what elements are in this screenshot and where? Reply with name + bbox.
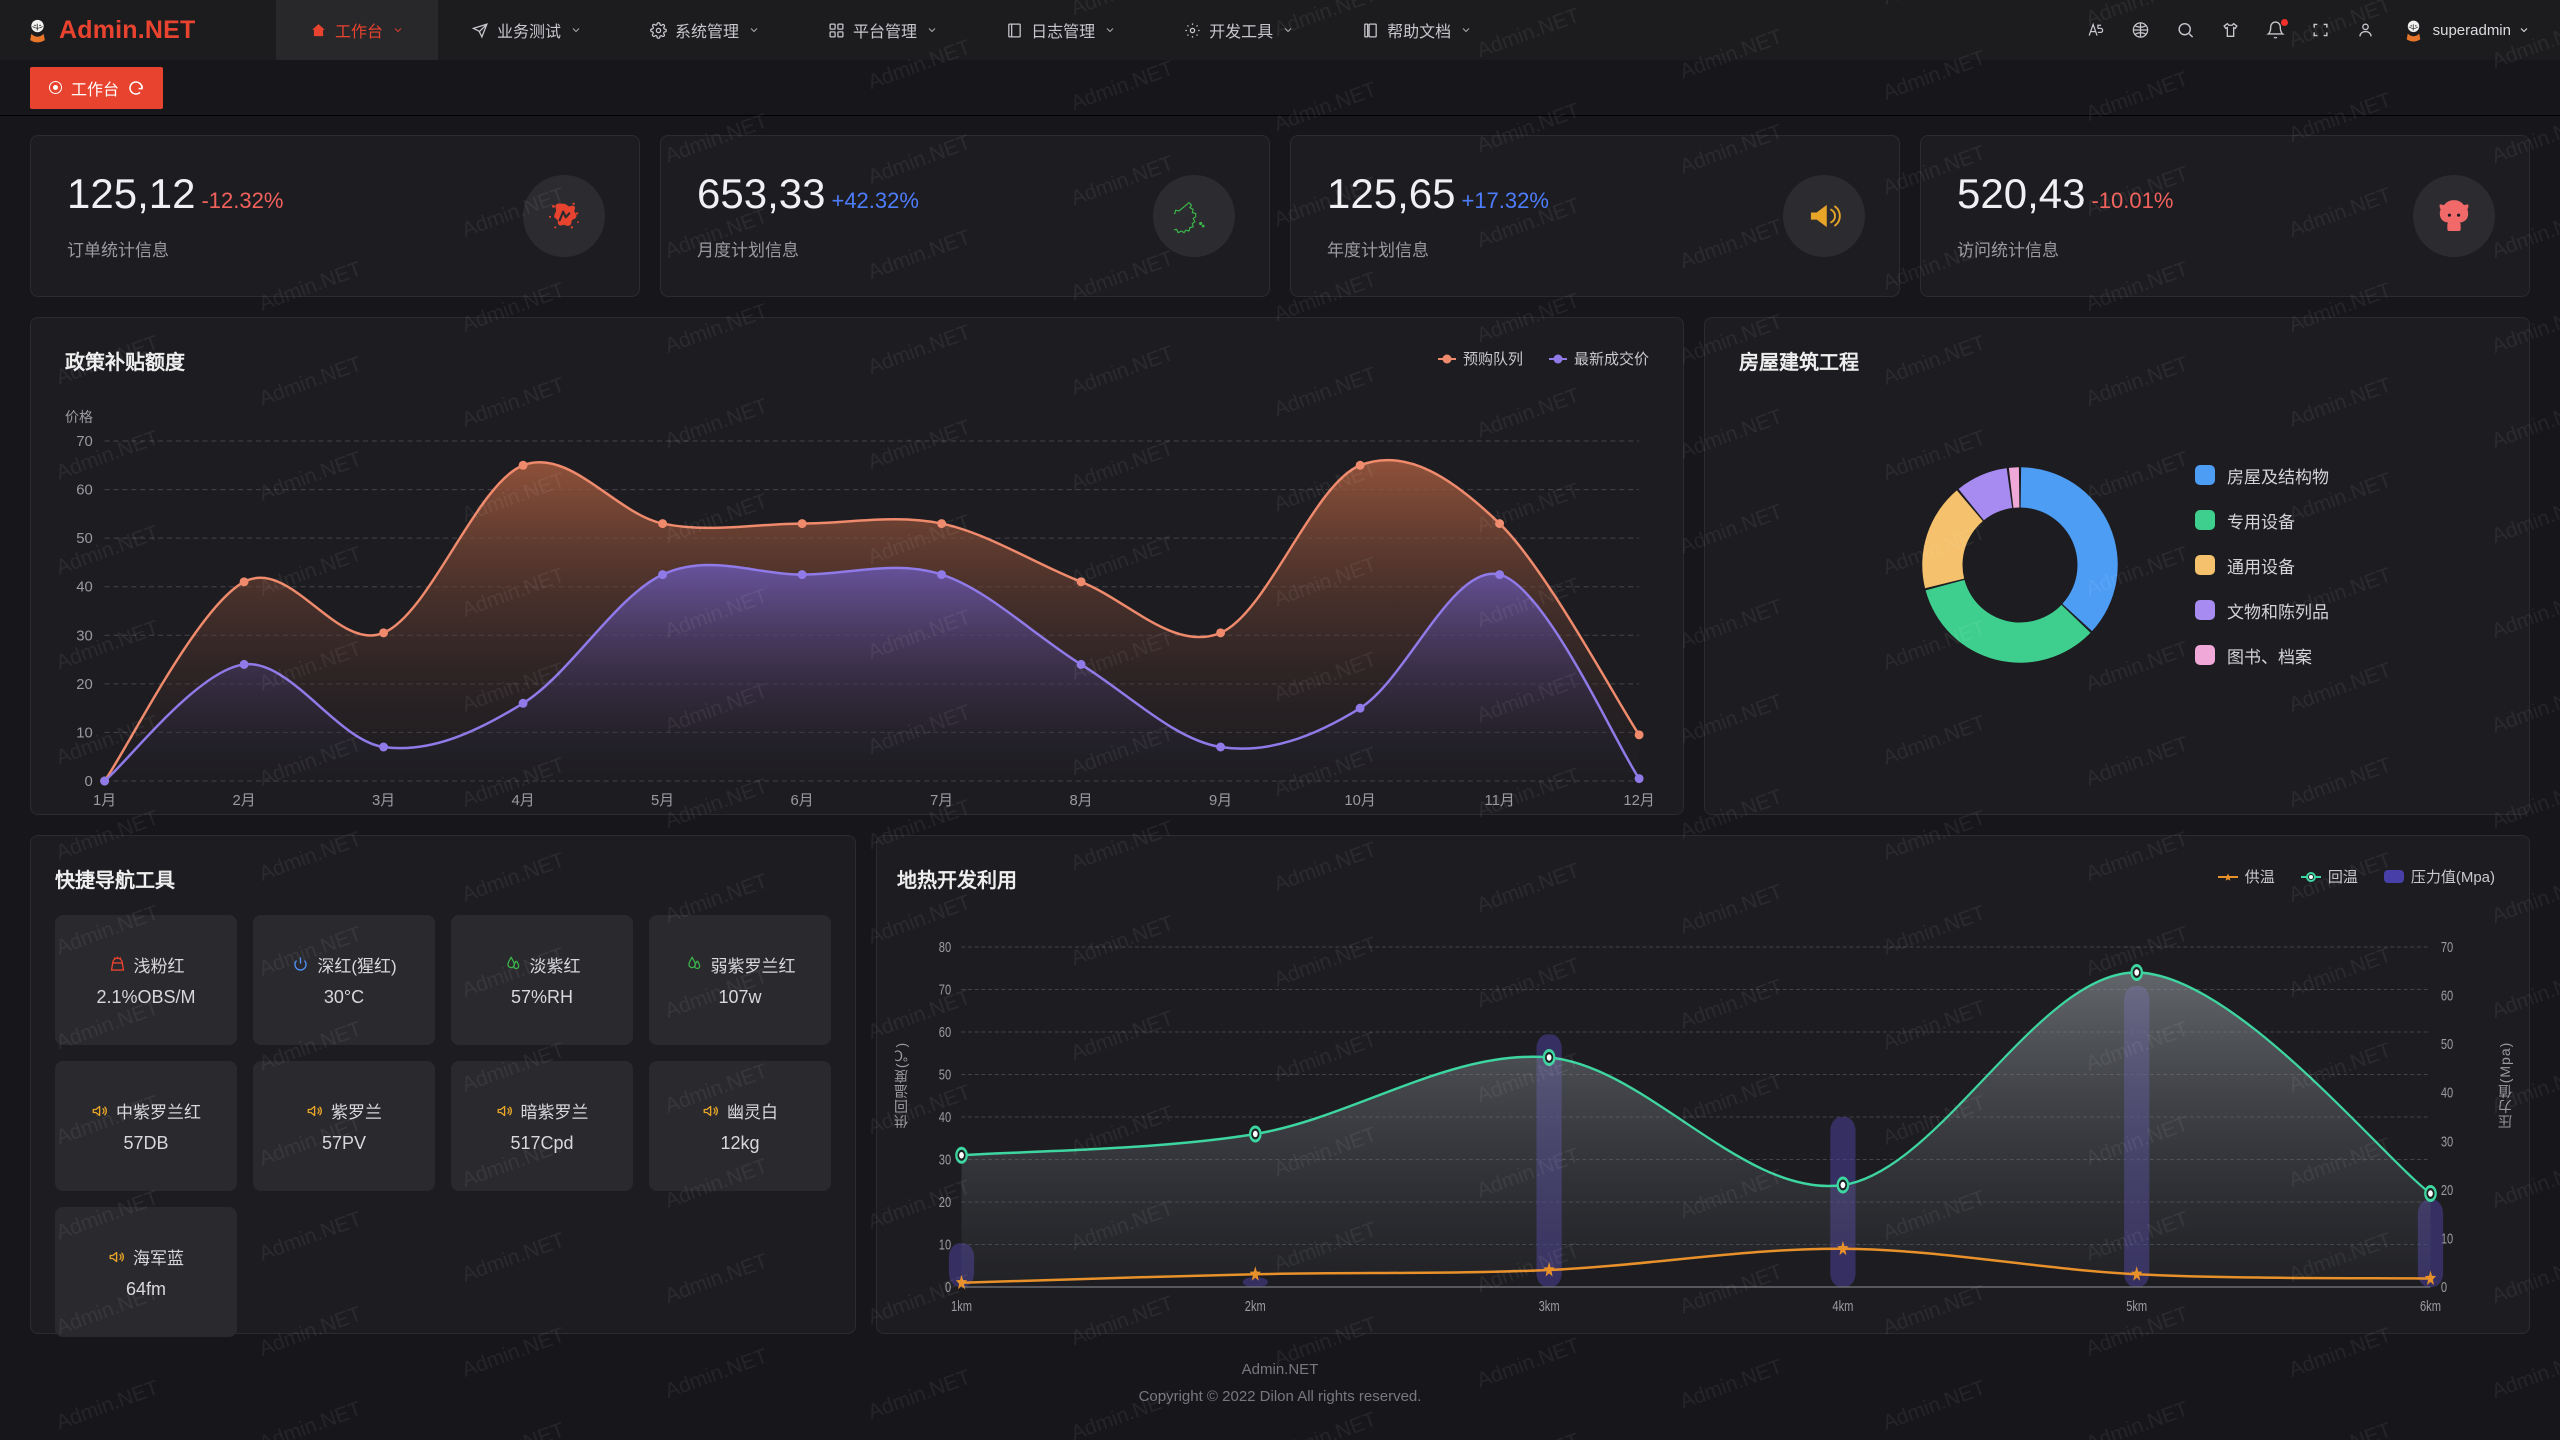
svg-text:1km: 1km [951, 1297, 972, 1314]
svg-text:4km: 4km [1832, 1297, 1853, 1314]
svg-text:8月: 8月 [1070, 792, 1093, 809]
svg-text:11月: 11月 [1484, 792, 1514, 809]
svg-text:2月: 2月 [233, 792, 256, 809]
svg-text:50: 50 [939, 1066, 951, 1083]
svg-text:1月: 1月 [93, 792, 116, 809]
svg-text:5km: 5km [2126, 1297, 2147, 1314]
svg-text:60: 60 [939, 1023, 951, 1040]
svg-text:70: 70 [76, 433, 93, 450]
svg-text:70: 70 [939, 981, 951, 998]
svg-text:60: 60 [2441, 987, 2453, 1004]
svg-text:40: 40 [939, 1108, 951, 1125]
svg-text:4月: 4月 [512, 792, 535, 809]
svg-text:30: 30 [76, 627, 93, 644]
svg-text:10月: 10月 [1344, 792, 1375, 809]
svg-text:0: 0 [84, 773, 92, 790]
svg-text:40: 40 [2441, 1084, 2453, 1101]
svg-text:20: 20 [2441, 1181, 2453, 1198]
svg-text:9月: 9月 [1209, 792, 1232, 809]
svg-text:70: 70 [2441, 938, 2453, 955]
svg-text:20: 20 [939, 1193, 951, 1210]
svg-text:3km: 3km [1539, 1297, 1560, 1314]
svg-text:10: 10 [939, 1236, 951, 1253]
svg-text:3月: 3月 [372, 792, 395, 809]
svg-text:30: 30 [939, 1151, 951, 1168]
svg-text:6km: 6km [2420, 1297, 2441, 1314]
svg-text:50: 50 [76, 530, 93, 547]
svg-text:10: 10 [76, 724, 93, 741]
svg-text:0: 0 [945, 1278, 951, 1295]
svg-text:30: 30 [2441, 1133, 2453, 1150]
svg-text:50: 50 [2441, 1036, 2453, 1053]
svg-text:5月: 5月 [651, 792, 674, 809]
svg-text:7月: 7月 [930, 792, 953, 809]
svg-text:40: 40 [76, 579, 93, 596]
svg-text:12月: 12月 [1623, 792, 1654, 809]
svg-text:60: 60 [76, 482, 93, 499]
svg-text:80: 80 [939, 938, 951, 955]
svg-text:2km: 2km [1245, 1297, 1266, 1314]
svg-text:0: 0 [2441, 1278, 2447, 1295]
svg-text:6月: 6月 [791, 792, 814, 809]
svg-text:20: 20 [76, 676, 93, 693]
